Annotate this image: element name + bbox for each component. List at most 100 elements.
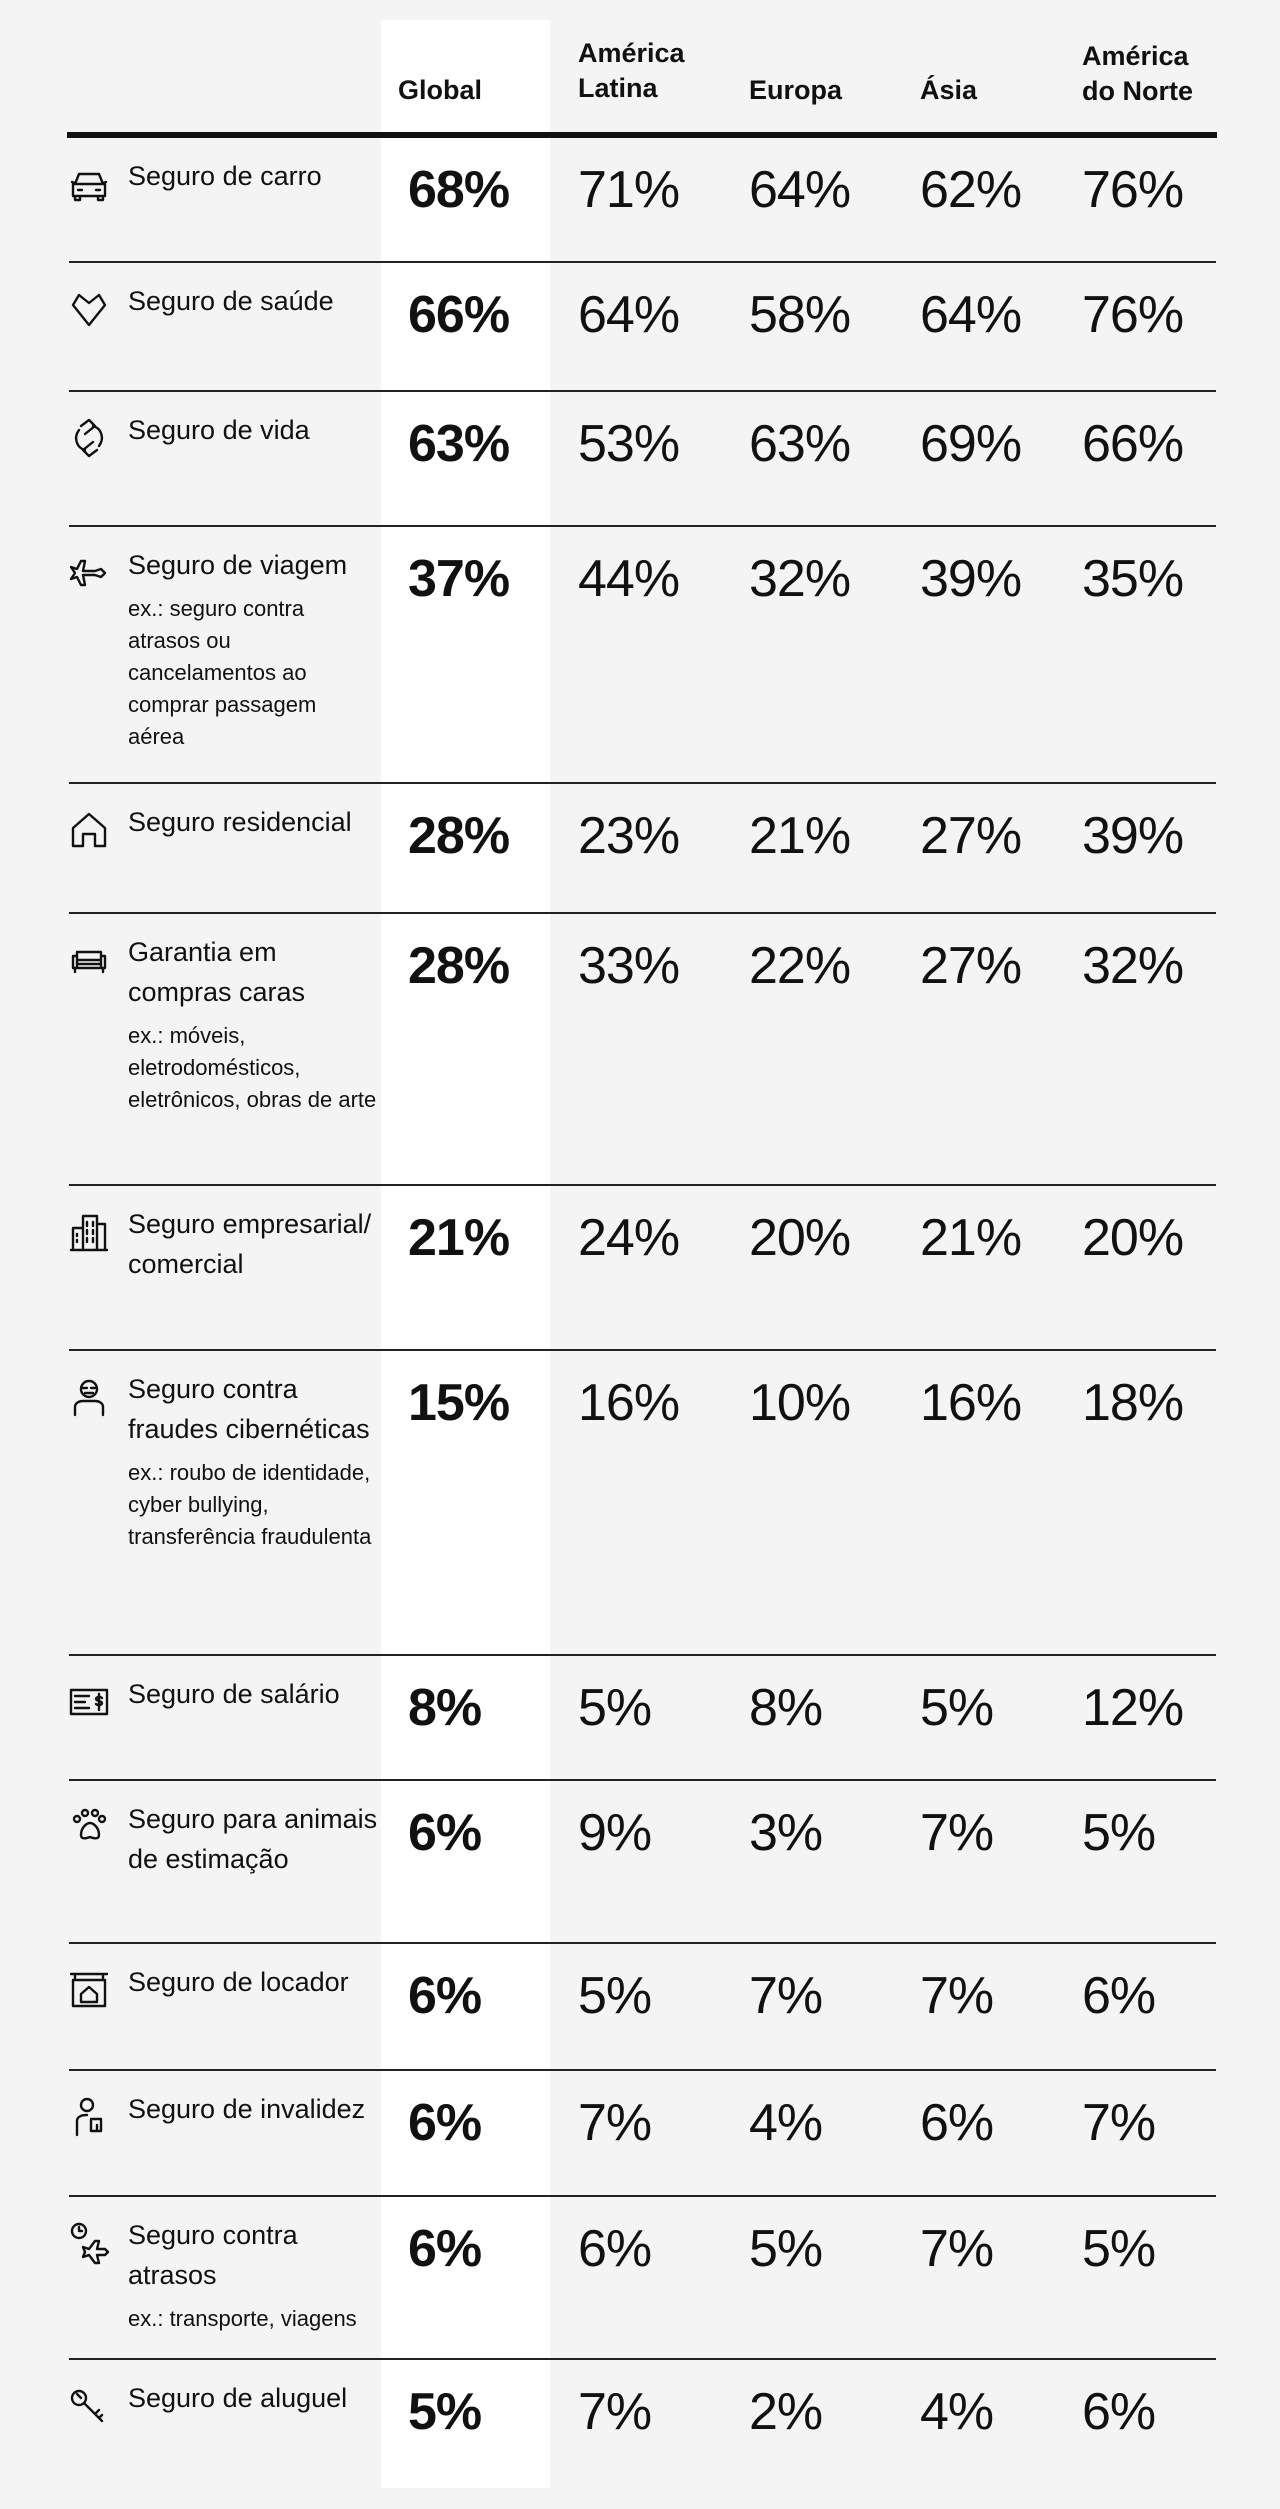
value-latin-america: 71% [578, 161, 680, 219]
hacker-icon [67, 1375, 111, 1419]
row-label-block: Seguro contra fraudes cibernéticas ex.: … [128, 1369, 378, 1553]
value-asia: 16% [920, 1374, 1022, 1432]
row-label-block: Seguro para animais de estimação [128, 1799, 378, 1879]
value-global: 6% [408, 1804, 482, 1862]
value-global: 5% [408, 2383, 482, 2441]
row-divider [69, 1184, 1216, 1186]
value-asia: 7% [920, 1804, 994, 1862]
value-latin-america: 5% [578, 1679, 652, 1737]
row-note: ex.: roubo de identidade, cyber bullying… [128, 1460, 372, 1549]
paycheck-icon [67, 1680, 111, 1724]
insurance-table: Seguro de carro 68% 71% 64% 62% 76% Segu… [0, 138, 1280, 2490]
value-global: 6% [408, 2220, 482, 2278]
row-divider [69, 525, 1216, 527]
value-global: 63% [408, 415, 510, 473]
row-label-block: Garantia em compras caras ex.: móveis, e… [128, 932, 378, 1116]
row-divider [69, 912, 1216, 914]
value-north-america: 20% [1082, 1209, 1184, 1267]
row-label-block: Seguro de saúde [128, 281, 378, 321]
row-label: Seguro contra atrasos [128, 2220, 298, 2290]
row-note: ex.: móveis, eletrodomésticos, eletrônic… [128, 1023, 377, 1112]
value-europe: 22% [749, 937, 851, 995]
header-latin-america: América Latina [578, 38, 685, 103]
value-asia: 27% [920, 807, 1022, 865]
value-global: 21% [408, 1209, 510, 1267]
value-asia: 4% [920, 2383, 994, 2441]
row-label: Seguro de vida [128, 415, 310, 445]
table-row: Seguro residencial 28% 23% 21% 27% 39% [0, 784, 1280, 914]
airplane-icon [67, 551, 111, 595]
value-latin-america: 5% [578, 1967, 652, 2025]
table-row: Seguro de salário 8% 5% 8% 5% 12% [0, 1656, 1280, 1781]
row-divider [69, 1654, 1216, 1656]
value-latin-america: 23% [578, 807, 680, 865]
value-global: 28% [408, 937, 510, 995]
row-label: Seguro de locador [128, 1967, 349, 1997]
value-latin-america: 53% [578, 415, 680, 473]
row-divider [69, 2069, 1216, 2071]
table-row: Garantia em compras caras ex.: móveis, e… [0, 914, 1280, 1186]
value-north-america: 18% [1082, 1374, 1184, 1432]
value-north-america: 5% [1082, 1804, 1156, 1862]
row-label-block: Seguro de locador [128, 1962, 378, 2002]
value-latin-america: 6% [578, 2220, 652, 2278]
row-divider [69, 782, 1216, 784]
value-europe: 32% [749, 550, 851, 608]
sofa-icon [67, 938, 111, 982]
value-europe: 20% [749, 1209, 851, 1267]
table-row: Seguro de viagem ex.: seguro contra atra… [0, 527, 1280, 784]
row-divider [69, 390, 1216, 392]
value-global: 66% [408, 286, 510, 344]
value-europe: 58% [749, 286, 851, 344]
table-row: Seguro para animais de estimação 6% 9% 3… [0, 1781, 1280, 1944]
header-divider [67, 132, 1217, 138]
row-divider [69, 2358, 1216, 2360]
value-north-america: 76% [1082, 161, 1184, 219]
table-row: Seguro de carro 68% 71% 64% 62% 76% [0, 138, 1280, 263]
keys-icon [67, 2384, 111, 2428]
table-row: Seguro contra fraudes cibernéticas ex.: … [0, 1351, 1280, 1656]
value-latin-america: 7% [578, 2383, 652, 2441]
row-label-block: Seguro de aluguel [128, 2378, 378, 2418]
value-north-america: 5% [1082, 2220, 1156, 2278]
row-divider [69, 1779, 1216, 1781]
value-europe: 2% [749, 2383, 823, 2441]
global-column-highlight [381, 20, 550, 2488]
value-latin-america: 24% [578, 1209, 680, 1267]
value-north-america: 39% [1082, 807, 1184, 865]
row-label-block: Seguro empresarial/ comercial [128, 1204, 378, 1284]
table-row: Seguro de saúde 66% 64% 58% 64% 76% [0, 263, 1280, 392]
hands-cycle-icon [67, 416, 111, 460]
row-divider [69, 1349, 1216, 1351]
row-divider [69, 261, 1216, 263]
person-cast-icon [67, 2095, 111, 2139]
row-label: Seguro empresarial/ comercial [128, 1209, 372, 1279]
car-icon [67, 162, 111, 206]
row-label-block: Seguro de carro [128, 156, 378, 196]
value-global: 68% [408, 161, 510, 219]
row-label: Seguro para animais de estimação [128, 1804, 378, 1874]
table-row: Seguro contra atrasos ex.: transporte, v… [0, 2197, 1280, 2360]
value-latin-america: 33% [578, 937, 680, 995]
value-europe: 7% [749, 1967, 823, 2025]
table-row: Seguro de vida 63% 53% 63% 69% 66% [0, 392, 1280, 527]
value-latin-america: 7% [578, 2094, 652, 2152]
value-europe: 5% [749, 2220, 823, 2278]
row-label: Seguro de aluguel [128, 2383, 348, 2413]
value-asia: 27% [920, 937, 1022, 995]
row-label-block: Seguro de vida [128, 410, 378, 450]
value-asia: 5% [920, 1679, 994, 1737]
header-europe: Europa [749, 75, 843, 105]
value-europe: 4% [749, 2094, 823, 2152]
row-label: Garantia em compras caras [128, 937, 306, 1007]
row-label-block: Seguro de salário [128, 1674, 378, 1714]
value-global: 6% [408, 2094, 482, 2152]
value-global: 8% [408, 1679, 482, 1737]
row-note: ex.: seguro contra atrasos ou cancelamen… [128, 596, 317, 749]
value-latin-america: 16% [578, 1374, 680, 1432]
value-asia: 6% [920, 2094, 994, 2152]
value-europe: 21% [749, 807, 851, 865]
row-note: ex.: transporte, viagens [128, 2306, 357, 2331]
value-north-america: 6% [1082, 1967, 1156, 2025]
value-asia: 64% [920, 286, 1022, 344]
